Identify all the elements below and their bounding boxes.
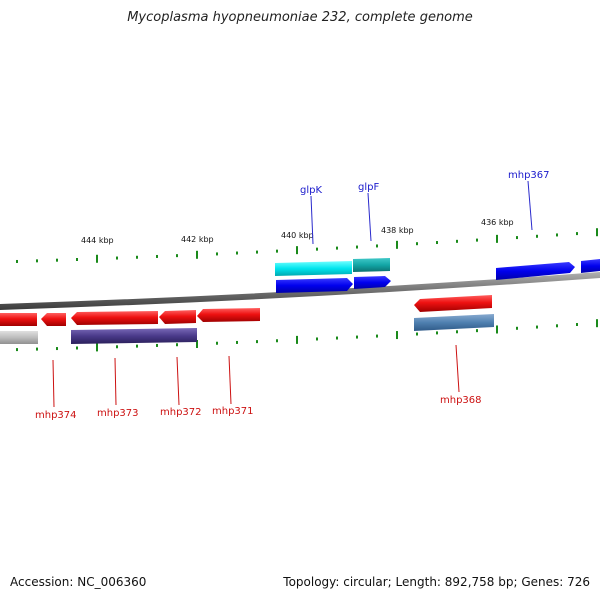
tick-row-lower (16, 319, 598, 352)
leader-line-glpF (367, 192, 372, 242)
tick-row-upper (16, 228, 598, 263)
gene-arrow-edge[interactable] (581, 259, 600, 273)
kbp-label: 440 kbp (281, 231, 314, 240)
gene-label-mhp371: mhp371 (212, 406, 254, 417)
leader-line-mhp371 (228, 355, 232, 405)
gene-label-mhp367: mhp367 (508, 170, 550, 181)
cds-box-gray[interactable] (0, 331, 38, 344)
accession-text: Accession: NC_006360 (10, 575, 147, 589)
cds-box-mhp373[interactable] (71, 328, 197, 344)
cds-box-glpF[interactable] (353, 258, 390, 272)
gene-arrow-mhp373[interactable] (71, 311, 158, 325)
leader-line-mhp367 (527, 180, 533, 231)
leader-line-mhp374 (52, 359, 55, 408)
leader-line-mhp373 (114, 357, 117, 406)
kbp-label: 442 kbp (181, 235, 214, 244)
gene-label-mhp374: mhp374 (35, 410, 77, 421)
leader-line-mhp372 (176, 356, 180, 406)
gene-arrow-mhp374[interactable] (41, 313, 66, 326)
gene-arrow-mhp372[interactable] (159, 310, 196, 324)
leader-line-glpK (310, 195, 314, 245)
gene-label-glpK: glpK (300, 185, 322, 196)
gene-arrow-glpK[interactable] (276, 278, 353, 293)
genome-summary-text: Topology: circular; Length: 892,758 bp; … (283, 575, 590, 589)
kbp-label: 438 kbp (381, 226, 414, 235)
gene-arrow-edge-left[interactable] (0, 313, 37, 326)
cds-box-glpK[interactable] (275, 261, 352, 276)
gene-arrow-mhp371[interactable] (197, 308, 260, 322)
gene-arrow-mhp368[interactable] (414, 295, 492, 312)
cds-box-mhp368[interactable] (414, 314, 494, 331)
gene-arrow-mhp367[interactable] (496, 262, 575, 280)
gene-label-glpF: glpF (358, 182, 379, 193)
kbp-label: 444 kbp (81, 236, 114, 245)
kbp-label: 436 kbp (481, 218, 514, 227)
leader-line-mhp368 (455, 344, 460, 393)
gene-label-mhp373: mhp373 (97, 408, 139, 419)
gene-label-mhp368: mhp368 (440, 395, 482, 406)
gene-arrow-glpF[interactable] (354, 276, 391, 289)
map-title: Mycoplasma hyopneumoniae 232, complete g… (127, 10, 473, 25)
gene-label-mhp372: mhp372 (160, 407, 202, 418)
